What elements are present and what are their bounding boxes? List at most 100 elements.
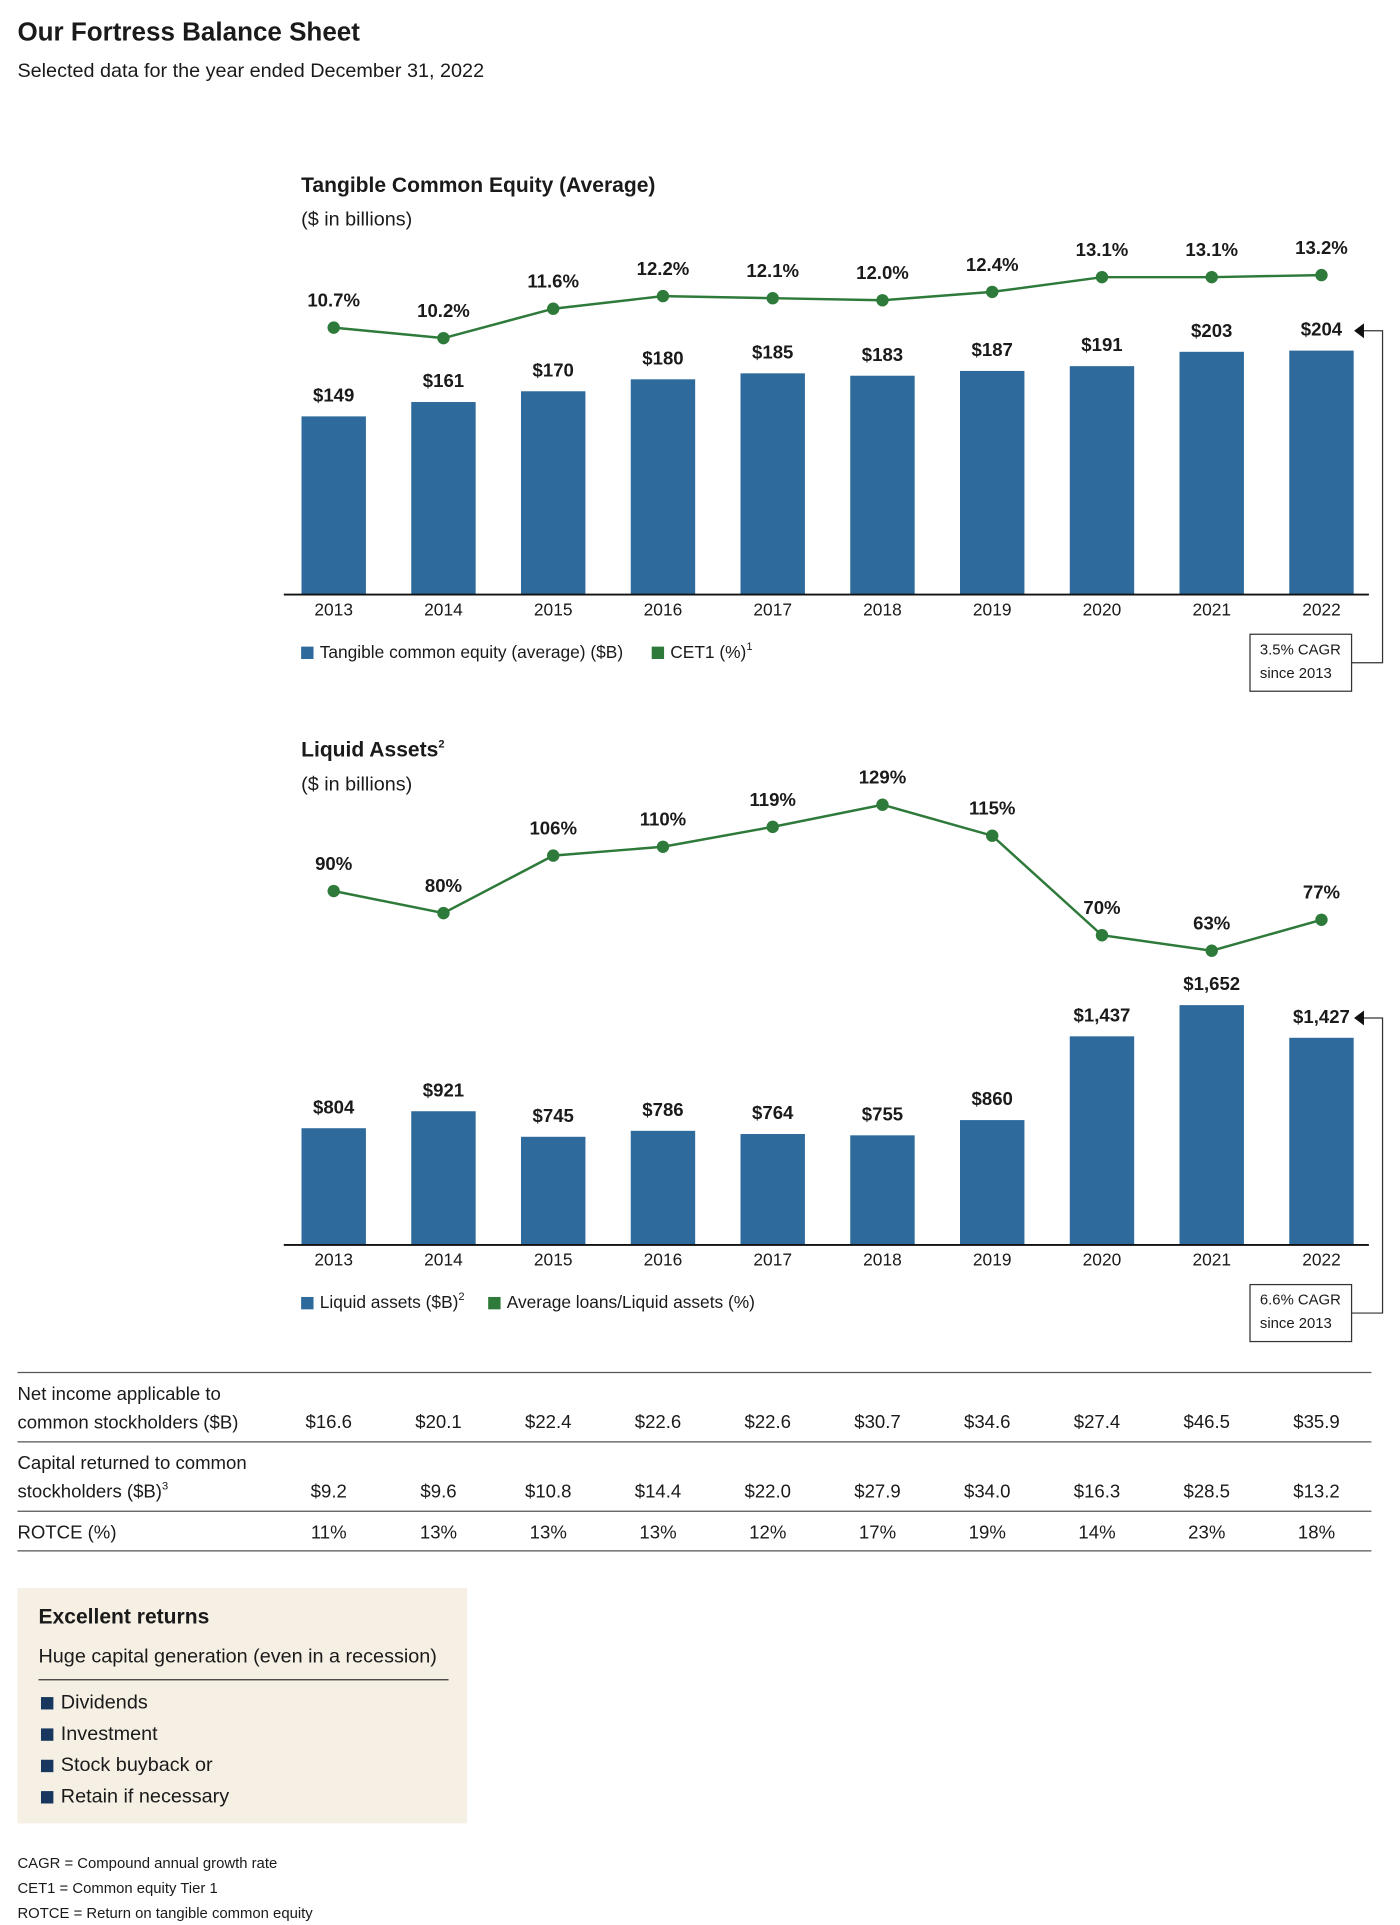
line-value-label: 80% [425,875,463,896]
bar [1069,366,1135,595]
chart-subtitle: ($ in billions) [301,209,412,231]
title-footnote-ref: 2 [438,739,444,751]
bar [740,1134,805,1245]
line [333,273,1322,340]
x-tick-label: 2013 [314,1250,353,1270]
bar [850,1135,915,1245]
row-label-text: ROTCE (%) [17,1521,116,1542]
line-marker [437,331,450,345]
table-cell: 14% [1078,1521,1115,1542]
row-footnote-ref: 3 [162,1481,168,1493]
chart-title: Liquid Assets2 [301,738,444,761]
bullet [40,1697,54,1710]
row-label: stockholders ($B)3 [17,1481,168,1502]
x-tick-label: 2013 [314,599,353,619]
x-tick-label: 2017 [753,599,792,619]
legend-label-text: Tangible common equity (average) ($B) [320,641,623,661]
bar-value-label: $1,427 [1293,1006,1350,1027]
table-cell: $27.4 [1074,1411,1121,1432]
table-cell: $22.6 [635,1411,682,1432]
line-marker [986,829,999,842]
line [333,803,1322,952]
x-tick-label: 2018 [863,1250,902,1270]
x-tick-label: 2021 [1192,1250,1231,1270]
table-cell: $22.4 [525,1411,572,1432]
line-marker [327,321,340,334]
legend-footnote-ref: 1 [746,641,752,653]
annotation-box [1249,1283,1353,1343]
bar [1179,1005,1244,1245]
row-label-text: common stockholders ($B) [17,1411,238,1432]
bar [1069,1036,1135,1245]
line-value-label: 77% [1303,882,1341,903]
line-value-label: 115% [969,798,1016,819]
callout-item: Retain if necessary [61,1786,229,1808]
legend-label: CET1 (%)1 [670,641,752,662]
bullet [40,1759,54,1773]
row-label: Net income applicable to [17,1383,220,1404]
legend-label: Liquid assets ($B)2 [320,1291,465,1312]
table-cell: $20.1 [415,1411,462,1432]
x-tick-label: 2020 [1083,1250,1122,1270]
bar-value-label: $1,652 [1183,973,1240,994]
table-cell: 13% [420,1521,457,1542]
bullet [40,1728,54,1741]
bar-value-label: $180 [642,347,683,368]
legend-swatch [301,1296,314,1310]
chart-subtitle: ($ in billions) [301,774,412,796]
bar-value-label: $204 [1301,319,1343,340]
bar-value-label: $191 [1081,334,1122,355]
chart-title-text: Liquid Assets [301,738,438,761]
legend-swatch [301,646,314,660]
x-tick-label: 2017 [753,1250,792,1270]
x-tick-label: 2019 [973,1250,1012,1270]
x-tick-label: 2018 [863,599,902,619]
x-tick-label: 2015 [534,599,573,619]
line-value-label: 129% [859,767,907,788]
bar [521,391,586,595]
line-value-label: 11.6% [527,271,579,292]
callout-box [17,1588,468,1824]
legend-label-text: Liquid assets ($B) [320,1292,459,1312]
table-cell: $22.0 [745,1481,792,1502]
x-tick-label: 2016 [644,1250,683,1270]
row-label-text: Net income applicable to [17,1383,220,1404]
x-tick-label: 2016 [644,599,683,619]
line-marker [876,798,889,811]
annotation-text: 6.6% CAGR [1260,1293,1341,1309]
annotation-text: since 2013 [1260,666,1332,682]
line-value-label: 63% [1193,913,1231,934]
table-cell: $22.6 [745,1411,792,1432]
bar-value-label: $170 [533,359,574,380]
table-cell: 11% [311,1521,347,1542]
bar-value-label: $745 [533,1105,574,1126]
line-value-label: 10.7% [307,290,360,311]
bar-value-label: $860 [972,1088,1013,1109]
legend-swatch [651,646,665,660]
row-label-text: Capital returned to common [17,1452,246,1473]
line-marker [656,840,670,853]
table-cell: $13.2 [1293,1481,1340,1502]
callout-subtitle: Huge capital generation (even in a reces… [39,1646,437,1668]
row-label-text: stockholders ($B) [17,1481,162,1502]
legend-label: Average loans/Liquid assets (%) [507,1292,755,1312]
bar-value-label: $185 [752,341,793,362]
bar-value-label: $149 [313,384,354,405]
line-marker [986,285,999,299]
line-value-label: 106% [529,818,577,839]
bar-value-label: $1,437 [1074,1004,1131,1025]
bar [960,370,1025,595]
x-tick-label: 2021 [1192,599,1231,619]
bar [740,373,805,595]
table-cell: $34.0 [964,1481,1011,1502]
annotation-connector [1351,330,1384,664]
bar [630,1130,696,1245]
chart-title-text: Tangible Common Equity (Average) [301,173,655,196]
line-value-label: 13.1% [1076,239,1129,260]
annotation-arrow [1354,323,1364,339]
line-marker [876,294,889,307]
annotation-connector [1351,1017,1384,1314]
bar [301,416,366,595]
bar [960,1120,1025,1245]
